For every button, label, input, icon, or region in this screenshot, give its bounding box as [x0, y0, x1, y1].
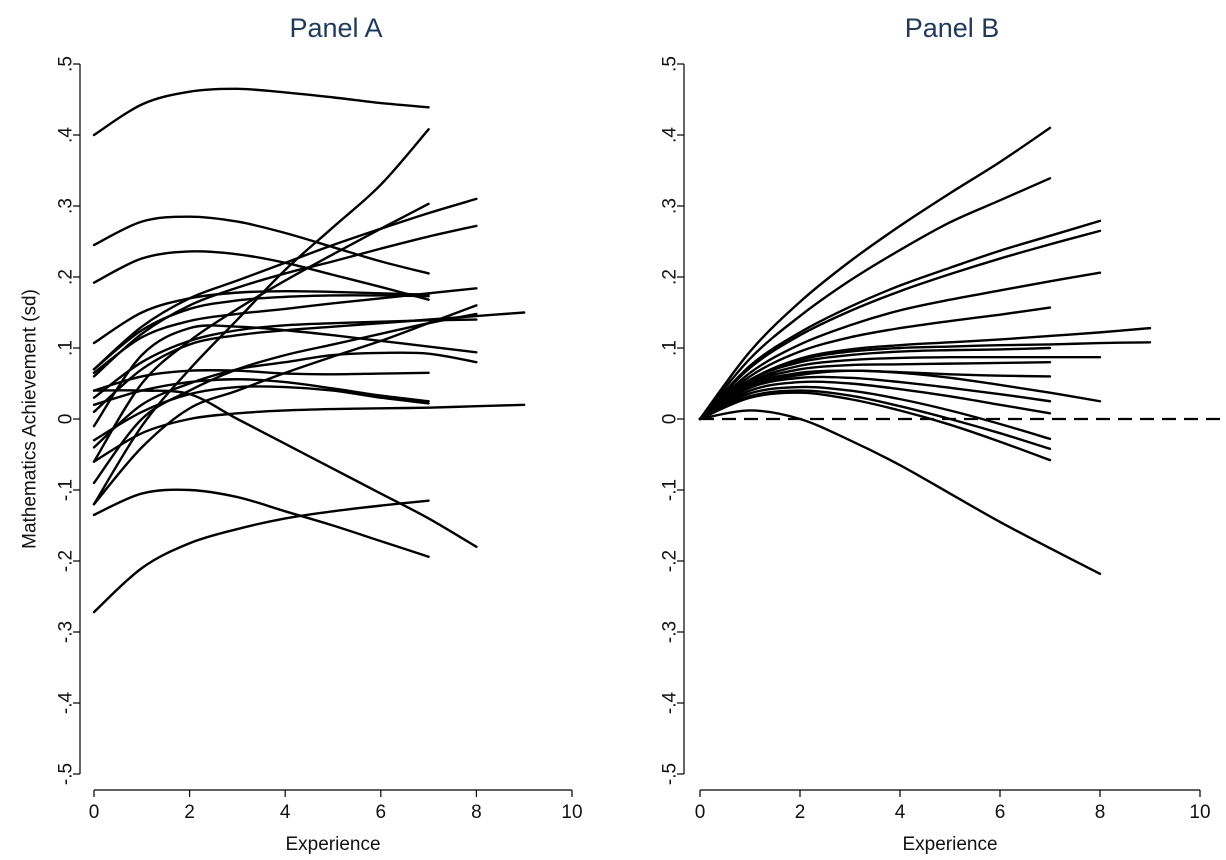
panel-a-y-axis-label: Mathematics Achievement (sd) [20, 289, 41, 549]
panel-b-y-tick-label: -.4 [660, 691, 681, 714]
panel-a-y-tick-label: .3 [56, 198, 77, 214]
panel-b-y-tick-label: .5 [660, 56, 681, 72]
panel-a-series-line-2 [94, 217, 429, 274]
panel-a-x-tick-label: 0 [89, 802, 100, 823]
panel-a-y-tick-label: .1 [56, 340, 77, 356]
panel-b-title: Panel B [905, 13, 1000, 43]
panel-b-x-tick-label: 6 [995, 802, 1006, 823]
panel-a-x-tick-label: 8 [471, 802, 482, 823]
panel-b-y-tick-label: .2 [660, 269, 681, 285]
panel-a-x-tick-label: 4 [280, 802, 291, 823]
panel-a-series-line-16 [94, 379, 429, 405]
panel-a-y-tick-label: -.2 [56, 550, 77, 572]
panel-a-series-line-18 [94, 405, 524, 462]
panel-a-title: Panel A [289, 13, 382, 43]
panel-b-y-tick-label: -.1 [660, 479, 681, 501]
panel-a-series-line-1 [94, 89, 429, 135]
panel-b-x-tick-label: 4 [895, 802, 906, 823]
panel-a-y-tick-label: .4 [56, 127, 77, 143]
panel-a-series-line-20 [94, 305, 476, 504]
panel-a-series-line-23 [94, 501, 429, 612]
panel-b-x-tick-label: 8 [1095, 802, 1106, 823]
panel-a-y-tick-label: .5 [56, 56, 77, 72]
panel-a-series-line-7 [94, 129, 429, 504]
panel-b-y-tick-label: 0 [660, 414, 681, 425]
panel-a-series-line-9 [94, 199, 476, 369]
panel-b-y-tick-label: -.3 [660, 621, 681, 643]
panel-a-y-tick-label: -.4 [56, 691, 77, 714]
panel-b-x-tick-label: 2 [795, 802, 806, 823]
panel-b-series-line-18 [700, 393, 1050, 460]
panel-a-y-tick-label: -.3 [56, 621, 77, 643]
panel-a-y-tick-label: 0 [56, 414, 77, 425]
panel-a-x-axis-label: Experience [285, 834, 380, 855]
panel-a-chart: Panel A -.5 -.4 -.3 -.2 -.1 0 .1 .2 .3 .4 .5 0 2 4 6 8 10… [20, 13, 583, 855]
panel-a-y-tick-label: .2 [56, 269, 77, 285]
panel-a-y-tick-label: -.5 [56, 763, 77, 785]
panel-a-x-tick-label: 6 [376, 802, 387, 823]
panel-b-y-tick-label: .3 [660, 198, 681, 214]
panel-b-x-tick-label: 0 [695, 802, 706, 823]
panel-a-x-tick-label: 10 [561, 802, 582, 823]
panel-b-x-axis-label: Experience [902, 834, 997, 855]
panel-b-x-tick-label: 10 [1189, 802, 1210, 823]
panel-b-y-tick-label: -.5 [660, 763, 681, 785]
panel-b-y-tick-label: .4 [660, 127, 681, 143]
panel-b-y-tick-label: -.2 [660, 550, 681, 572]
panel-a-x-tick-label: 2 [184, 802, 195, 823]
panel-b-y-tick-label: .1 [660, 340, 681, 356]
panel-a-y-tick-label: -.1 [56, 479, 77, 501]
panel-b-chart: Panel B -.5 -.4 -.3 -.2 -.1 0 .1 .2 .3 .4 .5 0 2 4 6 8 10… [660, 13, 1226, 855]
